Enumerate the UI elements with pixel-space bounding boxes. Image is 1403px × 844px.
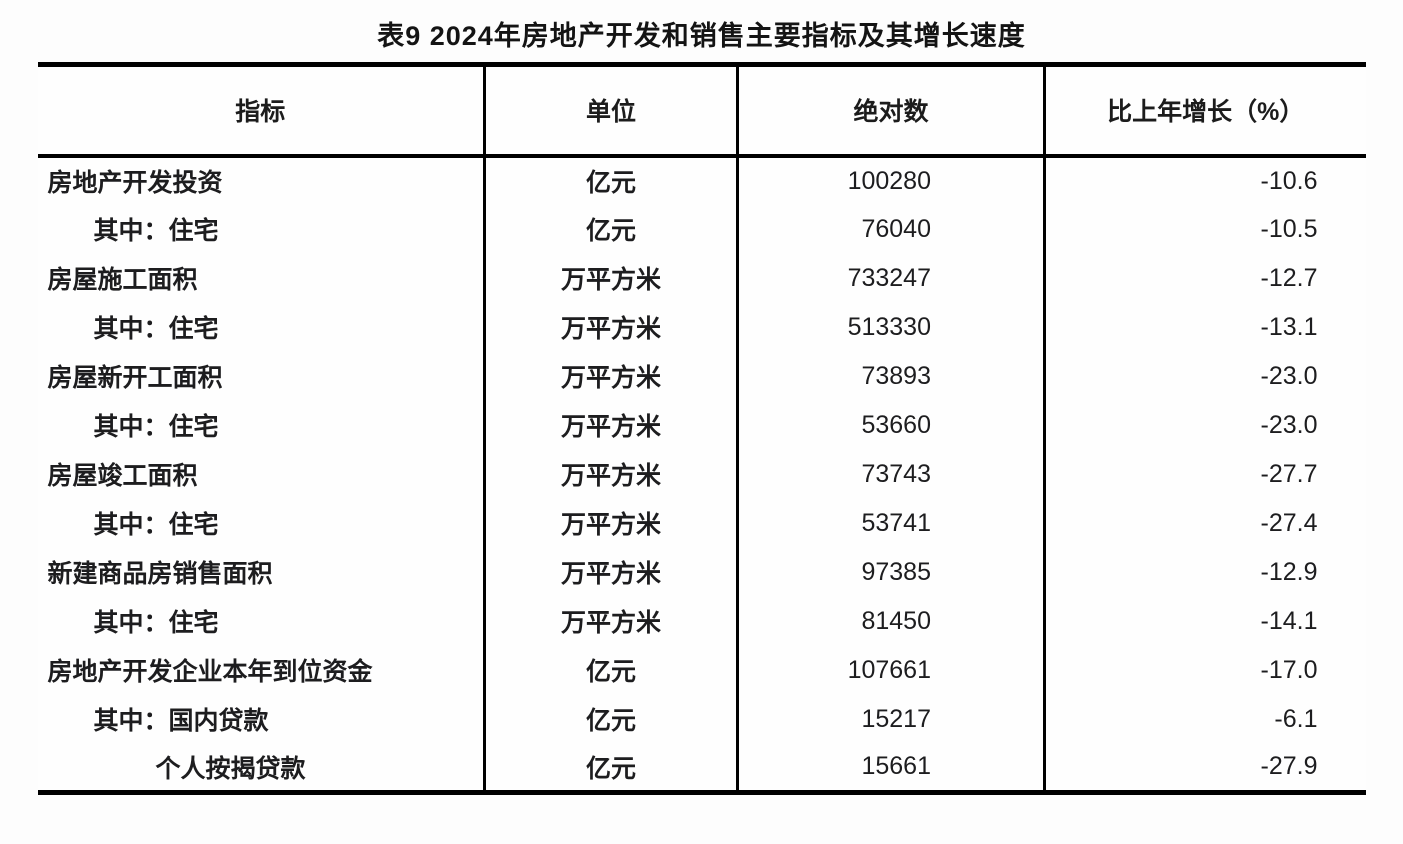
growth-rate-cell: -27.7	[1260, 459, 1318, 488]
growth-rate-cell: -27.9	[1260, 752, 1318, 781]
unit-cell: 亿元	[484, 645, 739, 695]
growth-rate-cell: -14.1	[1260, 606, 1318, 635]
absolute-value-cell: 733247	[737, 253, 1046, 303]
table-row: 其中：住宅 万平方米 81450 -14.1	[37, 596, 1366, 646]
growth-rate-cell: -27.4	[1260, 508, 1318, 537]
column-header-unit: 单位	[484, 64, 739, 158]
table-body: 房地产开发投资 亿元 100280 -10.6 其中：住宅 亿元 76040 -…	[37, 155, 1366, 793]
table-row: 房屋施工面积 万平方米 733247 -12.7	[37, 253, 1366, 303]
unit-cell: 万平方米	[484, 498, 739, 548]
indicator-cell: 其中：住宅	[37, 400, 486, 450]
indicator-cell: 其中：住宅	[37, 498, 486, 548]
absolute-value-cell: 513330	[737, 302, 1046, 352]
absolute-value-cell: 73743	[737, 449, 1046, 499]
absolute-value-cell: 81450	[737, 596, 1046, 646]
growth-rate-cell: -12.7	[1260, 263, 1318, 292]
growth-rate-cell: -10.6	[1260, 166, 1318, 195]
column-header-growth: 比上年增长（%）	[1044, 64, 1366, 158]
indicator-cell: 其中：住宅	[37, 596, 486, 646]
unit-cell: 亿元	[484, 155, 739, 205]
unit-cell: 亿元	[484, 204, 739, 254]
indicator-cell: 房屋新开工面积	[37, 351, 486, 401]
table-row: 其中：住宅 亿元 76040 -10.5	[37, 204, 1366, 254]
growth-rate-cell: -10.5	[1260, 214, 1318, 243]
indicator-cell: 新建商品房销售面积	[37, 547, 486, 597]
table-row: 个人按揭贷款 亿元 15661 -27.9	[37, 743, 1366, 793]
unit-cell: 万平方米	[484, 596, 739, 646]
absolute-value-cell: 107661	[737, 645, 1046, 695]
unit-cell: 亿元	[484, 694, 739, 744]
indicator-cell: 房屋施工面积	[37, 253, 486, 303]
unit-cell: 万平方米	[484, 547, 739, 597]
table-row: 其中：住宅 万平方米 513330 -13.1	[37, 302, 1366, 352]
indicator-cell: 其中：住宅	[37, 302, 486, 352]
table-row: 其中：国内贷款 亿元 15217 -6.1	[37, 694, 1366, 744]
unit-cell: 万平方米	[484, 302, 739, 352]
growth-rate-cell: -17.0	[1260, 655, 1318, 684]
unit-cell: 万平方米	[484, 449, 739, 499]
growth-rate-cell: -6.1	[1274, 704, 1318, 733]
table-row: 房地产开发企业本年到位资金 亿元 107661 -17.0	[37, 645, 1366, 695]
absolute-value-cell: 15217	[737, 694, 1046, 744]
growth-rate-cell: -13.1	[1260, 312, 1318, 341]
table-row: 房屋新开工面积 万平方米 73893 -23.0	[37, 351, 1366, 401]
header-row: 指标 单位 绝对数 比上年增长（%）	[37, 64, 1366, 158]
unit-cell: 万平方米	[484, 400, 739, 450]
table-row: 新建商品房销售面积 万平方米 97385 -12.9	[37, 547, 1366, 597]
indicator-cell: 房屋竣工面积	[37, 449, 486, 499]
table-title: 表9 2024年房地产开发和销售主要指标及其增长速度	[377, 21, 1026, 51]
indicator-cell: 房地产开发企业本年到位资金	[37, 645, 486, 695]
table-row: 其中：住宅 万平方米 53660 -23.0	[37, 400, 1366, 450]
absolute-value-cell: 53660	[737, 400, 1046, 450]
unit-cell: 万平方米	[484, 351, 739, 401]
column-header-indicator: 指标	[37, 64, 486, 158]
unit-cell: 亿元	[484, 743, 739, 793]
table-row: 房屋竣工面积 万平方米 73743 -27.7	[37, 449, 1366, 499]
table-row: 其中：住宅 万平方米 53741 -27.4	[37, 498, 1366, 548]
table-row: 房地产开发投资 亿元 100280 -10.6	[37, 155, 1366, 205]
growth-rate-cell: -12.9	[1260, 557, 1318, 586]
growth-rate-cell: -23.0	[1260, 410, 1318, 439]
absolute-value-cell: 76040	[737, 204, 1046, 254]
page: 表9 2024年房地产开发和销售主要指标及其增长速度 指标 单位 绝对数 比上年…	[0, 17, 1403, 844]
column-header-absolute: 绝对数	[737, 64, 1046, 158]
growth-rate-cell: -23.0	[1260, 361, 1318, 390]
absolute-value-cell: 15661	[737, 743, 1046, 793]
indicator-cell: 个人按揭贷款	[37, 743, 486, 793]
indicator-cell: 其中：住宅	[37, 204, 486, 254]
indicator-cell: 其中：国内贷款	[37, 694, 486, 744]
indicators-table: 指标 单位 绝对数 比上年增长（%） 房地产开发投资 亿元 100280 -10…	[37, 62, 1366, 795]
absolute-value-cell: 53741	[737, 498, 1046, 548]
absolute-value-cell: 100280	[737, 155, 1046, 205]
unit-cell: 万平方米	[484, 253, 739, 303]
indicator-cell: 房地产开发投资	[37, 155, 486, 205]
absolute-value-cell: 97385	[737, 547, 1046, 597]
absolute-value-cell: 73893	[737, 351, 1046, 401]
